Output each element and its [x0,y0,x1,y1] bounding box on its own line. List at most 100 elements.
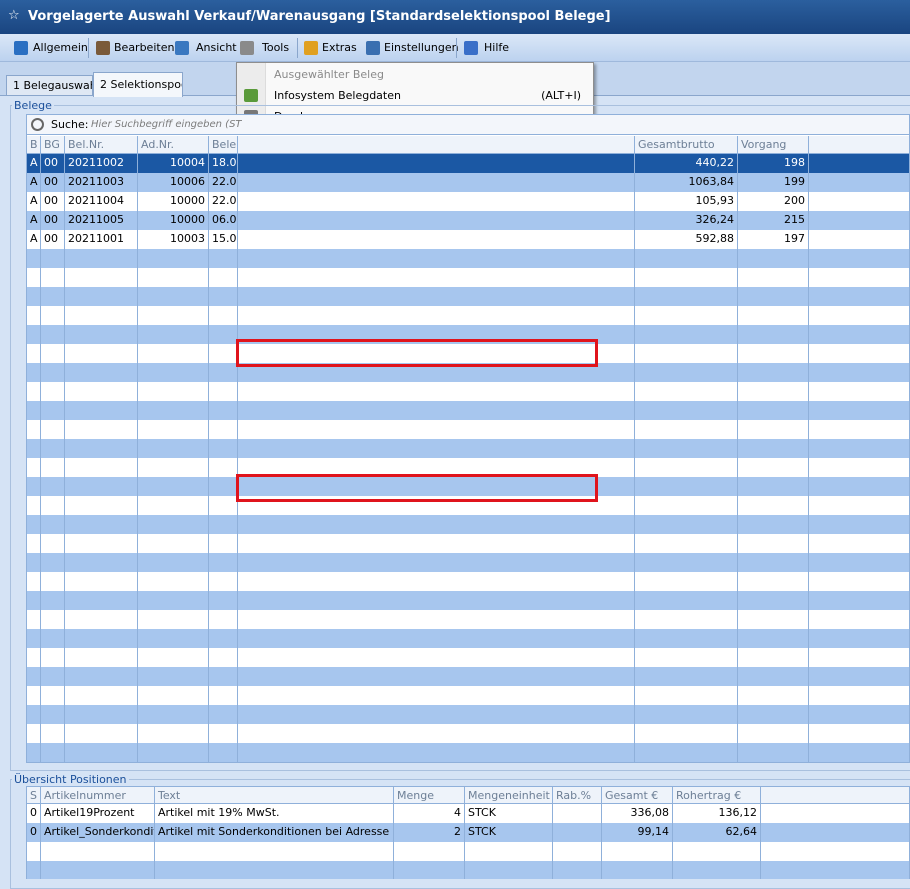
toolbar-separator [88,38,89,58]
tab[interactable]: 1 Belegauswahl [6,75,93,96]
table-cell [209,610,238,629]
table-cell [138,610,209,629]
toolbar-button[interactable]: Bearbeiten [114,41,175,54]
toolbar-button[interactable]: Ansicht [196,41,237,54]
table-row[interactable]: A 00 20211002 10004 18.0 440,22 198 [27,154,909,173]
table-cell [41,287,65,306]
table-cell [138,306,209,325]
table-cell [41,420,65,439]
table-cell [209,629,238,648]
table-row [27,553,909,572]
table-cell [27,610,41,629]
table-cell [41,458,65,477]
cell [238,268,635,287]
table-cell [41,724,65,743]
table-cell [635,477,738,496]
cell [809,173,909,192]
column-header[interactable]: B [27,136,41,153]
menu-item[interactable]: Infosystem Belegdaten [274,89,401,102]
cell [809,686,909,705]
table-cell [209,496,238,515]
table-cell [27,629,41,648]
table-cell [65,572,138,591]
table-cell [41,534,65,553]
table-cell: STCK [465,823,553,842]
toolbar-button[interactable]: Einstellungen [384,41,459,54]
table-cell [65,458,138,477]
toolbar-button[interactable]: Tools [262,41,290,54]
cell [238,325,635,344]
table-cell [41,743,65,762]
favorite-star[interactable]: ☆ [8,9,20,23]
column-header[interactable]: Ad.Nr. [138,136,209,153]
table-cell [635,363,738,382]
table-cell: 0 [27,823,41,842]
column-header[interactable]: Gesamtbrutto [635,136,738,153]
table-cell: 15.0 [209,230,238,249]
table-row[interactable]: A 00 20211005 10000 06.0 326,24 215 [27,211,909,230]
table-cell [27,591,41,610]
table-cell [65,724,138,743]
header-row: S Artikelnummer Text Menge Mengeneinheit Rab.… [27,787,909,804]
cell [809,553,909,572]
table-cell [27,458,41,477]
toolbar-icon [96,41,110,55]
table-cell: Artikel_Sonderkonditic [41,823,155,842]
cell [238,344,635,363]
column-header[interactable]: S [27,787,41,803]
table-cell: 00 [41,192,65,211]
table-cell [635,420,738,439]
cell [809,705,909,724]
table-cell [738,477,809,496]
column-header[interactable]: Rab.% [553,787,602,803]
table-cell [155,861,394,879]
menu-shortcut: (ALT+I) [541,89,581,102]
table-cell [27,363,41,382]
table-cell: A [27,230,41,249]
column-header[interactable]: BG [41,136,65,153]
table-row [27,344,909,363]
toolbar-button[interactable]: Allgemein [33,41,88,54]
table-cell [41,439,65,458]
table-row[interactable]: A 00 20211004 10000 22.0 105,93 200 [27,192,909,211]
cell [238,705,635,724]
table-row[interactable]: 0 Artikel_Sonderkonditic Artikel mit Sonde… [27,823,909,842]
table-cell [27,325,41,344]
table-cell [27,306,41,325]
column-header[interactable]: Bele [209,136,238,153]
table-row[interactable]: 0 Artikel19Prozent Artikel mit 19% MwSt. 4 S… [27,804,909,823]
table-row [27,667,909,686]
tab[interactable]: 2 Selektionspool [93,72,183,97]
table-row [27,249,909,268]
table-cell: 326,24 [635,211,738,230]
table-cell [41,667,65,686]
table-row[interactable]: A 00 20211003 10006 22.0 1063,84 199 [27,173,909,192]
toolbar-button[interactable]: Extras [322,41,357,54]
column-header[interactable]: Text [155,787,394,803]
table-cell: 00 [41,230,65,249]
table-cell [635,458,738,477]
table-cell [138,705,209,724]
toolbar-button[interactable]: Hilfe [484,41,510,54]
table-cell [65,667,138,686]
column-header[interactable]: Gesamt € [602,787,673,803]
search-input[interactable]: Hier Suchbegriff eingeben (ST [91,119,242,130]
cell [809,648,909,667]
table-cell [138,648,209,667]
column-header[interactable]: Bel.Nr. [65,136,138,153]
header-cell [238,136,635,153]
search-label: Suche: [51,118,89,131]
table-cell [394,842,465,861]
column-header[interactable]: Vorgang [738,136,809,153]
table-cell: 10004 [138,154,209,173]
table-cell: 199 [738,173,809,192]
column-header[interactable]: Artikelnummer [41,787,155,803]
table-row[interactable]: A 00 20211001 10003 15.0 592,88 197 [27,230,909,249]
column-header[interactable]: Rohertrag € [673,787,761,803]
column-header[interactable]: Menge [394,787,465,803]
column-header[interactable]: Mengeneinheit [465,787,553,803]
table-cell [138,515,209,534]
cell [238,477,635,496]
menu-section-title: Ausgewählter Beleg [274,68,384,81]
table-cell [138,420,209,439]
